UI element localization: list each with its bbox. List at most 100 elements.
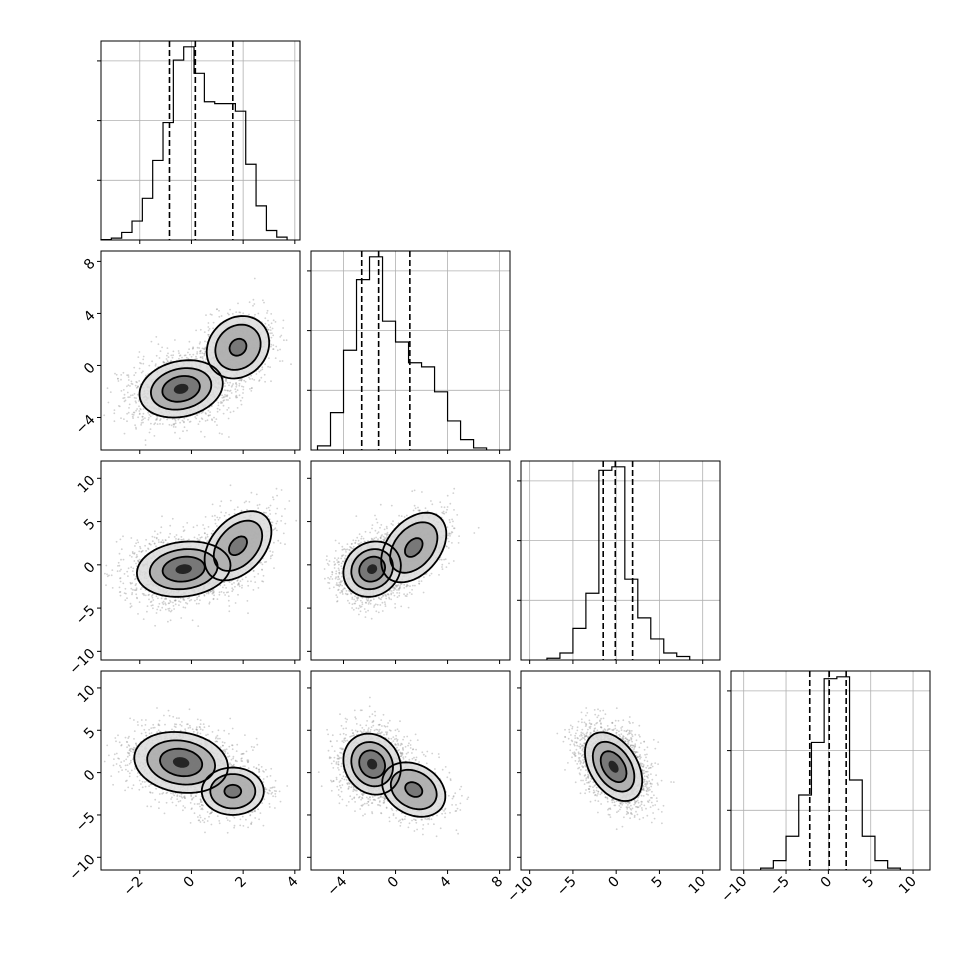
scatter-point: [264, 561, 266, 563]
scatter-point: [271, 327, 274, 330]
scatter-point: [274, 357, 277, 359]
scatter-point: [212, 588, 215, 591]
scatter-point: [212, 327, 215, 330]
scatter-point: [179, 597, 182, 600]
scatter-point: [128, 396, 131, 398]
scatter-point: [169, 610, 172, 613]
scatter-point: [134, 371, 137, 374]
scatter-point: [276, 520, 279, 523]
scatter-point: [187, 597, 189, 600]
scatter-point: [216, 407, 219, 410]
scatter-point: [228, 513, 231, 516]
scatter-point: [269, 366, 271, 369]
scatter-point: [252, 570, 255, 572]
scatter-point: [163, 598, 166, 600]
scatter-point: [222, 586, 224, 589]
scatter-point: [261, 580, 263, 582]
scatter-point: [123, 592, 126, 594]
scatter-point: [140, 371, 143, 374]
scatter-point: [135, 556, 138, 559]
scatter-point: [223, 581, 226, 583]
scatter-point: [276, 349, 279, 352]
scatter-point: [263, 373, 266, 376]
scatter-point: [160, 455, 162, 457]
scatter-point: [216, 410, 219, 413]
scatter-point: [280, 520, 282, 522]
scatter-point: [148, 431, 151, 434]
scatter-point: [157, 597, 159, 600]
scatter-point: [201, 352, 204, 354]
scatter-point: [172, 601, 174, 604]
scatter-point: [273, 567, 275, 569]
scatter-point: [201, 418, 204, 420]
scatter-point: [148, 417, 150, 419]
scatter-point: [166, 418, 169, 421]
scatter-point: [192, 346, 195, 349]
scatter-point: [195, 602, 198, 605]
scatter-point: [272, 496, 274, 499]
scatter-point: [222, 404, 225, 407]
scatter-point: [175, 538, 177, 540]
scatter-point: [130, 582, 132, 585]
scatter-point: [115, 540, 118, 543]
scatter-point: [173, 422, 176, 425]
scatter-point: [166, 354, 168, 357]
scatter-point: [138, 412, 141, 415]
scatter-point: [204, 346, 207, 349]
scatter-point: [204, 347, 207, 350]
scatter-point: [252, 298, 255, 301]
scatter-point: [207, 414, 210, 417]
scatter-point: [179, 601, 182, 603]
scatter-point: [213, 416, 215, 419]
scatter-point: [254, 313, 256, 316]
scatter-point: [150, 422, 152, 425]
scatter-point: [214, 420, 216, 423]
scatter-point: [238, 585, 241, 588]
scatter-point: [120, 568, 122, 571]
panel-frame: [310, 250, 511, 451]
scatter-point: [185, 601, 187, 604]
scatter-point: [218, 516, 221, 519]
scatter-point: [162, 360, 165, 363]
scatter-point: [267, 365, 269, 368]
scatter-point: [198, 342, 201, 345]
scatter-point: [173, 608, 176, 610]
scatter-point: [224, 394, 226, 396]
scatter-point: [185, 356, 188, 359]
scatter-point: [138, 410, 141, 412]
scatter-point: [207, 326, 210, 328]
scatter-point: [129, 385, 131, 387]
scatter-point: [218, 432, 221, 435]
histogram-panel-3: [517, 460, 721, 661]
scatter-point: [126, 391, 129, 394]
scatter-point: [119, 577, 121, 580]
scatter-point: [165, 598, 168, 600]
scatter-point: [257, 312, 260, 315]
scatter-point: [178, 357, 180, 360]
scatter-point: [135, 381, 138, 383]
scatter-point: [197, 423, 200, 425]
scatter-point: [200, 349, 202, 352]
scatter-point: [203, 347, 205, 350]
scatter-point: [166, 347, 169, 349]
scatter-point: [160, 597, 163, 600]
scatter-point: [242, 312, 245, 315]
histogram-panel-2: [307, 250, 511, 451]
scatter-point: [131, 394, 134, 396]
scatter-point: [250, 491, 253, 494]
scatter-point: [264, 363, 266, 366]
scatter-point: [145, 538, 148, 541]
scatter-point: [155, 612, 158, 614]
scatter-point: [122, 582, 125, 585]
scatter-point: [134, 424, 137, 427]
scatter-point: [288, 500, 291, 502]
scatter-point: [177, 538, 180, 541]
scatter-point: [253, 303, 256, 305]
scatter-point: [212, 591, 215, 594]
scatter-point: [156, 533, 159, 535]
scatter-point: [110, 574, 113, 577]
scatter-point: [188, 348, 191, 351]
scatter-point: [240, 403, 243, 406]
scatter-point: [240, 379, 243, 382]
scatter-point: [163, 361, 166, 364]
